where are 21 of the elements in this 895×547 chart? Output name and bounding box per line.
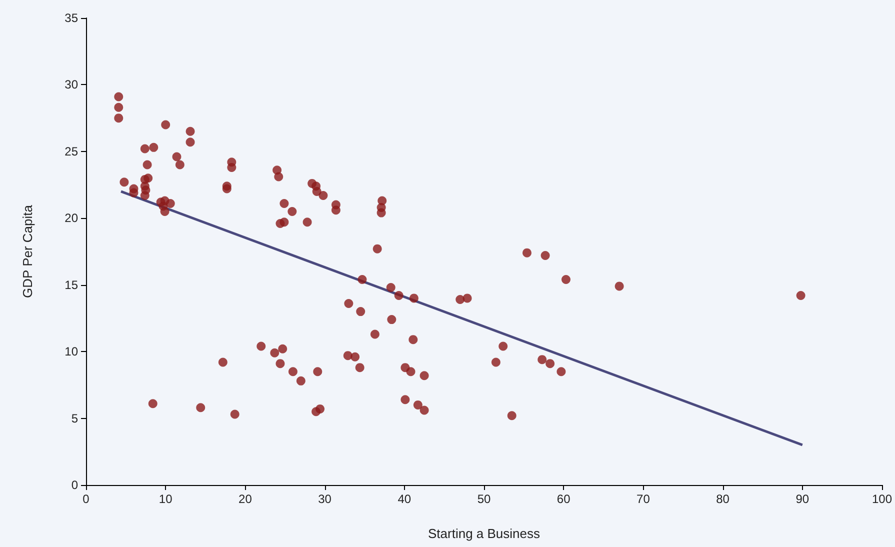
x-tick-label: 0 [82,492,90,506]
x-tick-label: 40 [398,492,412,506]
y-tick-label: 5 [71,411,78,426]
y-tick-label: 0 [71,478,78,492]
y-tick-label: 30 [64,78,78,92]
y-tick-label: 15 [64,278,78,292]
x-tick-label: 100 [872,492,892,506]
x-tick-label: 60 [556,492,571,506]
y-tick-label: 25 [64,144,78,158]
y-tick-label: 20 [64,211,78,226]
x-tick-label: 70 [636,492,650,506]
y-axis-title: GDP Per Capita [20,204,35,298]
x-tick-label: 90 [796,492,810,506]
x-tick-label: 20 [238,492,252,506]
x-tick-label: 10 [158,492,173,506]
x-axis-title: Starting a Business [428,526,540,541]
x-tick-label: 30 [318,492,332,506]
x-tick-label: 50 [477,492,491,506]
x-tick-label: 80 [716,492,730,506]
y-tick-label: 35 [64,11,78,25]
y-tick-label: 10 [64,344,78,359]
